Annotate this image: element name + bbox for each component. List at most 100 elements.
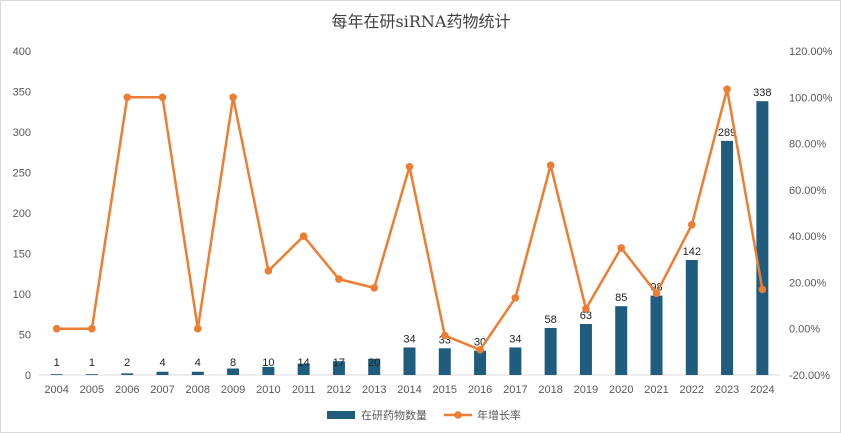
x-tick-label: 2009 <box>221 384 245 396</box>
bar-value-label: 14 <box>298 357 310 369</box>
bar-value-label: 20 <box>368 357 380 369</box>
bar-value-label: 34 <box>509 333 521 345</box>
right-tick-label: 0.00% <box>789 324 820 336</box>
line-point <box>652 289 661 298</box>
bar <box>191 371 204 375</box>
bar-value-label: 63 <box>580 310 592 322</box>
bar <box>403 347 416 375</box>
bar <box>262 366 275 375</box>
legend-line-label: 年增长率 <box>477 408 521 422</box>
right-tick-label: -20.00% <box>789 370 830 382</box>
bar <box>615 306 628 375</box>
line-point <box>158 93 167 102</box>
line-point <box>88 324 96 333</box>
bar-value-label: 85 <box>615 292 627 304</box>
bar <box>509 347 522 375</box>
bar-value-label: 34 <box>403 333 415 345</box>
bar-value-label: 58 <box>545 314 557 326</box>
bar <box>368 358 381 375</box>
bar-value-label: 4 <box>195 357 201 369</box>
bar <box>650 295 663 375</box>
bar <box>756 101 769 375</box>
line-point <box>264 267 273 275</box>
right-tick-label: 40.00% <box>789 231 827 243</box>
line-series <box>52 85 767 354</box>
left-tick-label: 350 <box>13 87 31 99</box>
right-tick-label: 20.00% <box>789 277 827 289</box>
bar <box>474 350 487 375</box>
line-point <box>687 221 696 229</box>
x-tick-label: 2011 <box>292 384 316 396</box>
x-tick-label: 2024 <box>750 384 774 396</box>
line-point <box>123 93 132 102</box>
bar <box>227 368 240 375</box>
x-tick-label: 2018 <box>538 384 562 396</box>
bar <box>50 374 63 375</box>
legend-bar-label: 在研药物数量 <box>361 408 427 422</box>
left-tick-label: 50 <box>19 330 31 342</box>
bar <box>121 373 134 375</box>
left-tick-label: 200 <box>13 208 31 220</box>
x-tick-label: 2007 <box>150 384 174 396</box>
line-point <box>335 275 343 283</box>
right-tick-label: 60.00% <box>789 185 827 197</box>
line-point <box>440 331 449 340</box>
line-point <box>52 324 61 333</box>
x-tick-label: 2013 <box>362 384 386 396</box>
left-tick-label: 300 <box>13 127 31 139</box>
right-y-axis: -20.00% 0.00% 20.00% 40.00% 60.00% 80.00% 100.… <box>789 46 833 382</box>
line-point <box>546 161 555 170</box>
x-tick-label: 2012 <box>327 384 351 396</box>
left-tick-label: 150 <box>13 249 31 261</box>
x-tick-label: 2015 <box>433 384 457 396</box>
legend-bar-swatch <box>327 411 355 419</box>
x-tick-label: 2021 <box>644 384 668 396</box>
bar-value-label: 8 <box>230 357 236 369</box>
x-tick-label: 2023 <box>715 384 739 396</box>
line-point <box>370 284 379 292</box>
left-tick-label: 400 <box>13 46 31 58</box>
bar <box>156 371 169 375</box>
x-tick-label: 2020 <box>609 384 633 396</box>
x-tick-label: 2022 <box>680 384 704 396</box>
left-y-axis: 0 50 100 150 200 250 300 350 400 <box>13 46 31 382</box>
bar-value-label: 2 <box>124 357 130 369</box>
bar <box>544 328 557 375</box>
bar-series <box>50 101 769 375</box>
line-point <box>193 324 202 333</box>
left-tick-label: 0 <box>25 370 31 382</box>
line-point <box>758 285 767 294</box>
line-point <box>299 232 308 240</box>
chart-title: 每年在研siRNA药物统计 <box>332 12 511 31</box>
bar-value-label: 142 <box>683 246 701 258</box>
line-point <box>723 85 731 93</box>
bar-value-label: 17 <box>333 357 345 369</box>
left-tick-label: 100 <box>13 289 31 301</box>
line-point <box>582 304 590 313</box>
x-tick-label: 2006 <box>115 384 139 396</box>
legend-line-marker <box>454 411 462 419</box>
bar-value-label: 10 <box>262 357 274 369</box>
right-tick-label: 120.00% <box>789 46 833 58</box>
x-tick-label: 2010 <box>256 384 280 396</box>
x-tick-label: 2008 <box>186 384 210 396</box>
x-axis: 2004 2005 2006 2007 2008 2009 2010 2011 2012 2013… <box>39 374 780 396</box>
x-tick-label: 2005 <box>80 384 104 396</box>
bar-value-label: 4 <box>159 357 165 369</box>
legend: 在研药物数量 年增长率 <box>327 408 521 422</box>
bar <box>85 374 98 375</box>
line-point <box>476 345 484 354</box>
bar <box>438 348 451 375</box>
line-point <box>617 244 626 252</box>
bar <box>297 363 310 375</box>
x-tick-label: 2019 <box>574 384 598 396</box>
x-tick-label: 2014 <box>397 384 421 396</box>
right-tick-label: 100.00% <box>789 92 833 104</box>
line-point <box>405 162 414 171</box>
bar <box>721 140 734 375</box>
bar <box>579 323 592 375</box>
bar <box>685 259 698 375</box>
